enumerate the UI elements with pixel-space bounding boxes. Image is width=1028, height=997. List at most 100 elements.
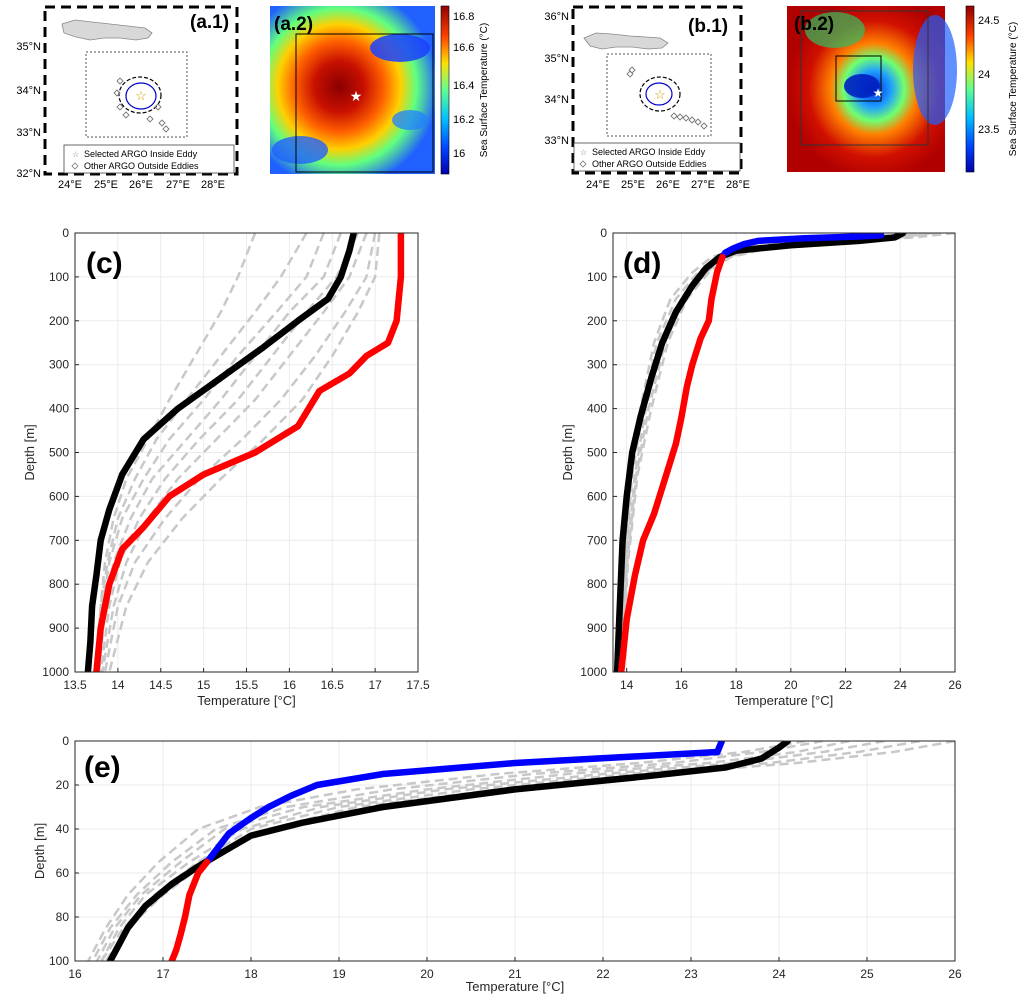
crete-island-b1	[583, 32, 669, 50]
x-tick-label: 13.5	[63, 678, 87, 692]
red-profile-line	[93, 233, 405, 672]
colorbar-tick: 16.8	[453, 11, 474, 23]
y-tick-label: 200	[587, 314, 607, 328]
x-tick-label: 20	[420, 967, 434, 981]
x-tick-label: 16	[68, 967, 82, 981]
legend-entry: Other ARGO Outside Eddies	[84, 161, 199, 171]
x-tick-label: 21	[508, 967, 522, 981]
y-tick-label: 600	[587, 489, 607, 503]
y-tick-label: 500	[49, 446, 69, 460]
selected-argo-star-a1: ☆	[135, 88, 147, 103]
lat-tick: 34°N	[544, 94, 569, 106]
panel-b1: ☆ (b.1) 36°N 35°N 34°N 33°N 24°E 25°E 26…	[544, 5, 750, 191]
x-tick-label: 16	[283, 678, 297, 692]
argo-profile-line	[619, 233, 928, 672]
colorbar-tick: 16	[453, 148, 465, 160]
lat-tick: 35°N	[544, 53, 569, 65]
y-tick-label: 40	[56, 822, 70, 836]
black-profile-line	[106, 741, 792, 961]
x-tick-label: 24	[894, 678, 908, 692]
panel-label-a2: (a.2)	[274, 14, 313, 35]
lon-tick: 24°E	[586, 179, 610, 191]
colorbar-ticks-b2: 24.5 24 23.5	[978, 15, 999, 136]
y-tick-label: 800	[587, 577, 607, 591]
panel-label-a1: (a.1)	[190, 12, 229, 33]
lat-tick: 33°N	[544, 135, 569, 147]
x-tick-label: 26	[948, 967, 962, 981]
legend-star-icon: ☆	[72, 150, 79, 159]
x-tick-label: 17	[368, 678, 382, 692]
other-argo-markers-b1	[626, 66, 708, 130]
x-axis-label: Temperature [°C]	[197, 693, 295, 708]
legend-b1: ☆ Selected ARGO Inside Eddy Other ARGO O…	[573, 142, 741, 172]
x-tick-label: 22	[839, 678, 853, 692]
y-tick-label: 300	[587, 358, 607, 372]
lat-tick: 34°N	[16, 85, 41, 97]
panel-label-b1: (b.1)	[688, 16, 728, 37]
lon-tick: 25°E	[94, 179, 118, 191]
lat-tick: 36°N	[544, 11, 569, 23]
y-axis-label: Depth [m]	[32, 823, 47, 879]
y-tick-label: 20	[56, 778, 70, 792]
x-tick-label: 15.5	[235, 678, 259, 692]
sst-cold-patch	[913, 15, 957, 125]
x-tick-label: 14.5	[149, 678, 173, 692]
region-box-a2	[295, 33, 434, 173]
eddy-outer-contour-b1	[639, 76, 681, 112]
blue-profile-line	[203, 741, 726, 866]
lat-tick: 32°N	[16, 168, 41, 180]
argo-profile-line	[103, 233, 377, 672]
lon-tick: 28°E	[201, 179, 225, 191]
argo-profile-line	[108, 233, 381, 672]
x-tick-label: 20	[784, 678, 798, 692]
y-tick-label: 900	[49, 621, 69, 635]
argo-profile-line	[104, 741, 955, 961]
x-tick-label: 18	[729, 678, 743, 692]
lat-ticks-a1: 35°N 34°N 33°N 32°N	[16, 41, 41, 180]
x-tick-label: 17	[156, 967, 170, 981]
y-tick-label: 60	[56, 866, 70, 880]
y-tick-label: 100	[49, 954, 69, 968]
panel-label-b2: (b.2)	[794, 14, 834, 35]
y-axis-label: Depth [m]	[560, 424, 575, 480]
selected-argo-star-b2: ★	[873, 86, 884, 100]
x-tick-label: 19	[332, 967, 346, 981]
sst-cold-patch	[392, 110, 428, 130]
selected-argo-star-b1: ☆	[654, 87, 666, 102]
chart-d: 14 16 18 20 22 24 26 0 100 200 300 400 500 600 700 800 9…	[560, 226, 962, 708]
panel-label: (d)	[623, 247, 661, 280]
black-profile-line	[84, 233, 357, 672]
lat-ticks-b1: 36°N 35°N 34°N 33°N	[544, 11, 569, 147]
x-tick-label: 14	[111, 678, 125, 692]
lon-ticks-a1: 24°E 25°E 26°E 27°E 28°E	[58, 179, 225, 191]
argo-profile-line	[100, 741, 885, 961]
argo-profile-line	[95, 233, 308, 672]
x-tick-label: 15	[197, 678, 211, 692]
colorbar-label-a2: Sea Surface Temperature (°C)	[479, 23, 490, 157]
legend-diamond-icon	[579, 160, 587, 168]
x-tick-label: 16.5	[321, 678, 345, 692]
lon-tick: 24°E	[58, 179, 82, 191]
sst-cold-patch	[844, 74, 880, 98]
x-tick-label: 14	[620, 678, 634, 692]
y-tick-label: 700	[587, 533, 607, 547]
y-tick-label: 800	[49, 577, 69, 591]
y-tick-label: 200	[49, 314, 69, 328]
crete-island-a1	[61, 19, 153, 41]
lon-tick: 26°E	[656, 179, 680, 191]
y-tick-label: 500	[587, 446, 607, 460]
panel-a2: ★ (a.2) 16.8 16.6 16.4 16.2 16 Sea Surfa…	[270, 5, 490, 175]
region-box-b1	[606, 53, 712, 137]
x-tick-label: 26	[948, 678, 962, 692]
lon-tick: 25°E	[621, 179, 645, 191]
colorbar-tick: 16.2	[453, 114, 474, 126]
lon-ticks-b1: 24°E 25°E 26°E 27°E 28°E	[586, 179, 750, 191]
panel-label: (e)	[84, 751, 121, 784]
colorbar-tick: 24	[978, 69, 990, 81]
colorbar-tick: 16.4	[453, 80, 474, 92]
legend-entry: Selected ARGO Inside Eddy	[592, 147, 706, 157]
y-tick-label: 400	[587, 402, 607, 416]
colorbar-tick: 24.5	[978, 15, 999, 27]
eddy-inner-contour-a1	[125, 82, 157, 110]
